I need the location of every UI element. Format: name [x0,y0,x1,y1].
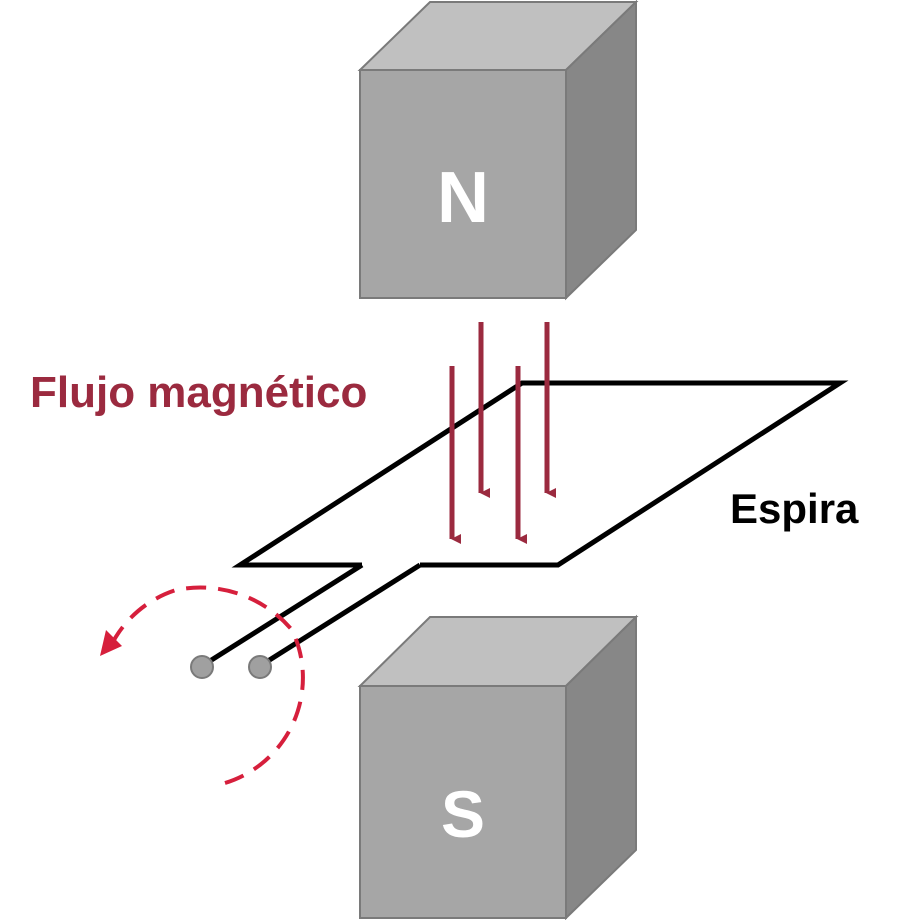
flux-label: Flujo magnético [30,368,367,417]
north-magnet: N [357,0,639,301]
loop-lead-right [258,562,422,669]
current-loop [200,380,849,669]
north-pole-label: N [437,158,489,238]
terminal-right [248,655,272,679]
loop-label: Espira [730,485,859,532]
rotation-arrow [100,585,305,785]
terminal-left [190,655,214,679]
loop-wire [231,380,849,568]
south-magnet-front-face [359,685,567,919]
south-magnet: S [357,614,639,920]
rotation-arc [112,585,305,785]
rotation-arrowhead [100,630,122,656]
flux-arrows [449,322,556,544]
south-pole-label: S [441,777,485,851]
loop-lead-left [200,562,364,669]
north-magnet-front-face [359,69,567,299]
